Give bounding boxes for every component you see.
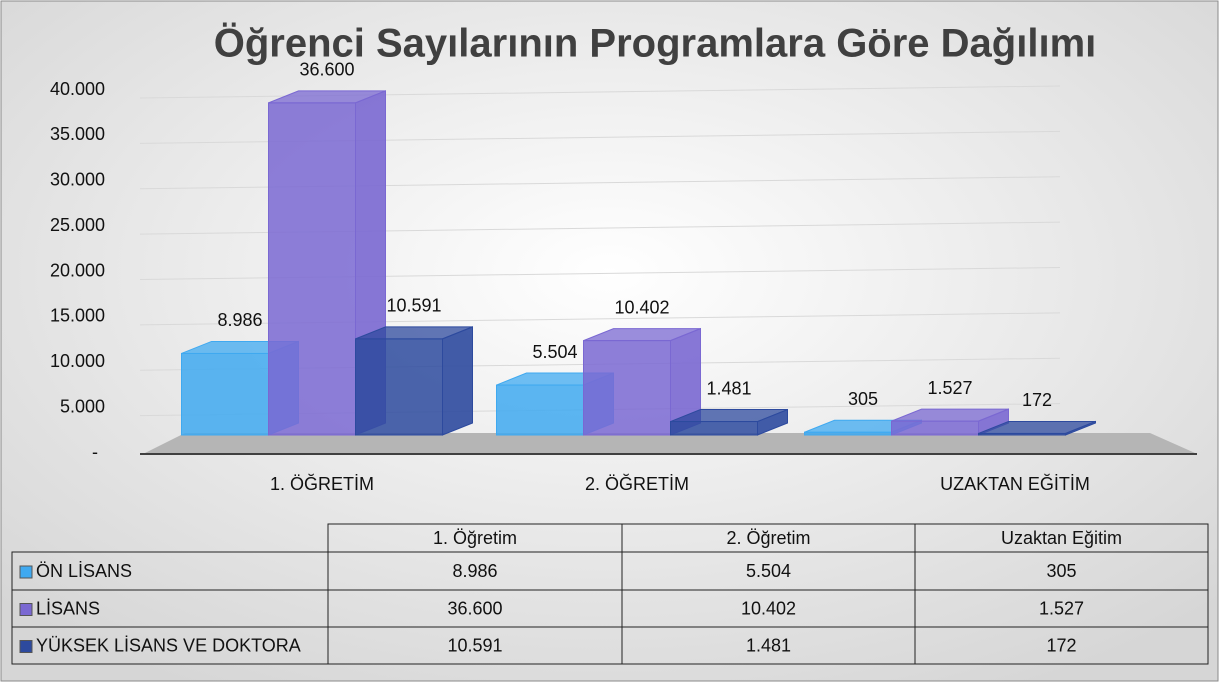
table-cell: 5.504 — [746, 561, 791, 581]
bar — [670, 421, 758, 436]
bar — [268, 102, 356, 436]
chart-title: Öğrenci Sayılarının Programlara Göre Dağ… — [214, 21, 1097, 66]
bar — [583, 340, 671, 436]
table-border — [11, 551, 1209, 665]
data-label: 10.591 — [386, 296, 441, 316]
data-label: 1.527 — [927, 378, 972, 398]
table-header: 2. Öğretim — [726, 528, 810, 548]
y-tick-label: 25.000 — [50, 215, 105, 235]
table-cell: 10.591 — [447, 635, 502, 655]
bar — [978, 432, 1066, 436]
y-tick-label: 10.000 — [50, 351, 105, 371]
y-tick-label: 20.000 — [50, 260, 105, 280]
table-cell: 36.600 — [447, 598, 502, 618]
bar — [355, 338, 443, 436]
legend-swatch — [19, 603, 33, 616]
bar — [804, 431, 892, 436]
bar — [181, 352, 269, 436]
bar — [891, 420, 979, 436]
table-header: Uzaktan Eğitim — [1001, 528, 1122, 548]
data-label: 10.402 — [614, 297, 669, 317]
data-label: 1.481 — [706, 378, 751, 398]
floor — [145, 433, 1195, 453]
data-label: 172 — [1022, 390, 1052, 410]
legend-swatch — [19, 640, 33, 653]
legend-label: YÜKSEK LİSANS VE DOKTORA — [36, 635, 301, 655]
legend-label: ÖN LİSANS — [36, 561, 132, 581]
table-header: 1. Öğretim — [433, 528, 517, 548]
data-label: 305 — [848, 389, 878, 409]
y-tick-label: 35.000 — [50, 124, 105, 144]
y-tick-label: - — [92, 442, 98, 462]
y-tick-label: 15.000 — [50, 306, 105, 326]
bar — [496, 384, 584, 436]
table-cell: 1.481 — [746, 635, 791, 655]
table-cell: 172 — [1046, 635, 1076, 655]
table-cell: 8.986 — [452, 561, 497, 581]
y-tick-label: 30.000 — [50, 170, 105, 190]
bar-side — [442, 326, 473, 436]
y-tick-label: 40.000 — [50, 79, 105, 99]
data-table: 1. Öğretim 2. Öğretim Uzaktan Eğitim ÖN LİS… — [11, 523, 1209, 665]
table-cell: 305 — [1046, 561, 1076, 581]
legend-swatch — [19, 565, 33, 579]
table-cell: 1.527 — [1039, 598, 1084, 618]
table-cell: 10.402 — [741, 598, 796, 618]
x-tick-label: 1. ÖĞRETİM — [270, 473, 374, 494]
y-tick-label: 5.000 — [60, 396, 105, 416]
data-label: 5.504 — [532, 342, 577, 362]
legend-label: LİSANS — [36, 598, 100, 618]
x-tick-label: 2. ÖĞRETİM — [585, 473, 689, 494]
data-label: 8.986 — [217, 310, 262, 330]
x-tick-label: UZAKTAN EĞİTİM — [940, 473, 1090, 494]
data-label: 36.600 — [299, 60, 354, 80]
